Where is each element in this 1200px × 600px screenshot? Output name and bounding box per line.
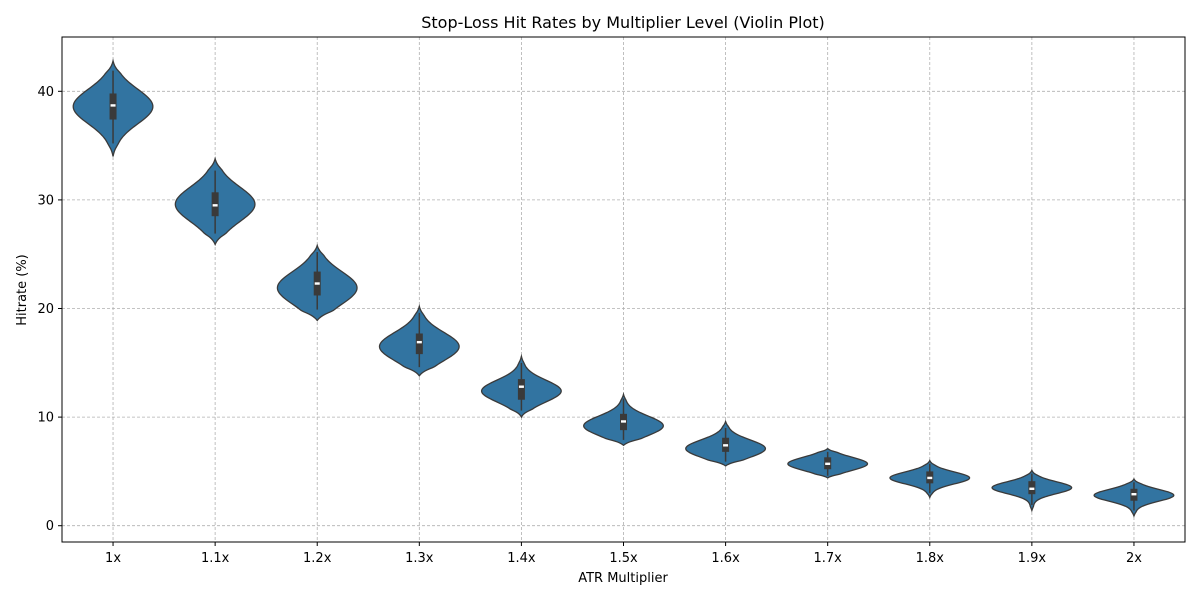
x-tick-label: 1.7x [813, 551, 842, 566]
violin-layer [72, 58, 1175, 518]
violin-median [621, 420, 626, 423]
y-tick-label: 30 [37, 193, 54, 208]
x-tick-label: 1.2x [303, 551, 332, 566]
violin-median [416, 340, 422, 344]
violin-median [518, 385, 524, 388]
x-tick-label: 1.3x [405, 551, 434, 566]
x-tick-label: 1.6x [711, 551, 740, 566]
x-tick-label: 1.8x [916, 551, 945, 566]
violin-iqr-box [415, 333, 423, 355]
y-axis-label: Hitrate (%) [15, 254, 30, 326]
violin-median [1131, 493, 1137, 496]
x-tick-label: 1.5x [609, 551, 638, 566]
violin-median [723, 444, 729, 447]
violin-median [1029, 487, 1035, 490]
x-tick-label: 1.4x [507, 551, 536, 566]
y-tick-label: 10 [37, 411, 54, 426]
violin-median [825, 462, 831, 466]
violin-median [110, 104, 116, 107]
x-tick-label: 1.9x [1018, 551, 1047, 566]
x-tick-label: 2x [1126, 551, 1142, 566]
violin-median [314, 282, 320, 285]
y-tick-label: 40 [37, 85, 54, 100]
y-tick-label: 20 [37, 302, 54, 317]
chart-title: Stop-Loss Hit Rates by Multiplier Level … [421, 13, 825, 32]
x-tick-label: 1x [105, 551, 121, 566]
plot-frame [61, 36, 1186, 543]
axis-layer: 0 10 20 30 40 1x 1.1x 1.2x 1.3x 1.4x 1.5x 1.6x 1.7x 1… [37, 85, 1142, 566]
grid-layer [62, 37, 1185, 542]
x-axis-label: ATR Multiplier [578, 571, 668, 586]
violin-median [927, 476, 933, 480]
violin-median [212, 204, 218, 207]
violin-iqr-box [517, 379, 525, 400]
x-tick-label: 1.1x [201, 551, 230, 566]
y-tick-label: 0 [46, 519, 54, 534]
